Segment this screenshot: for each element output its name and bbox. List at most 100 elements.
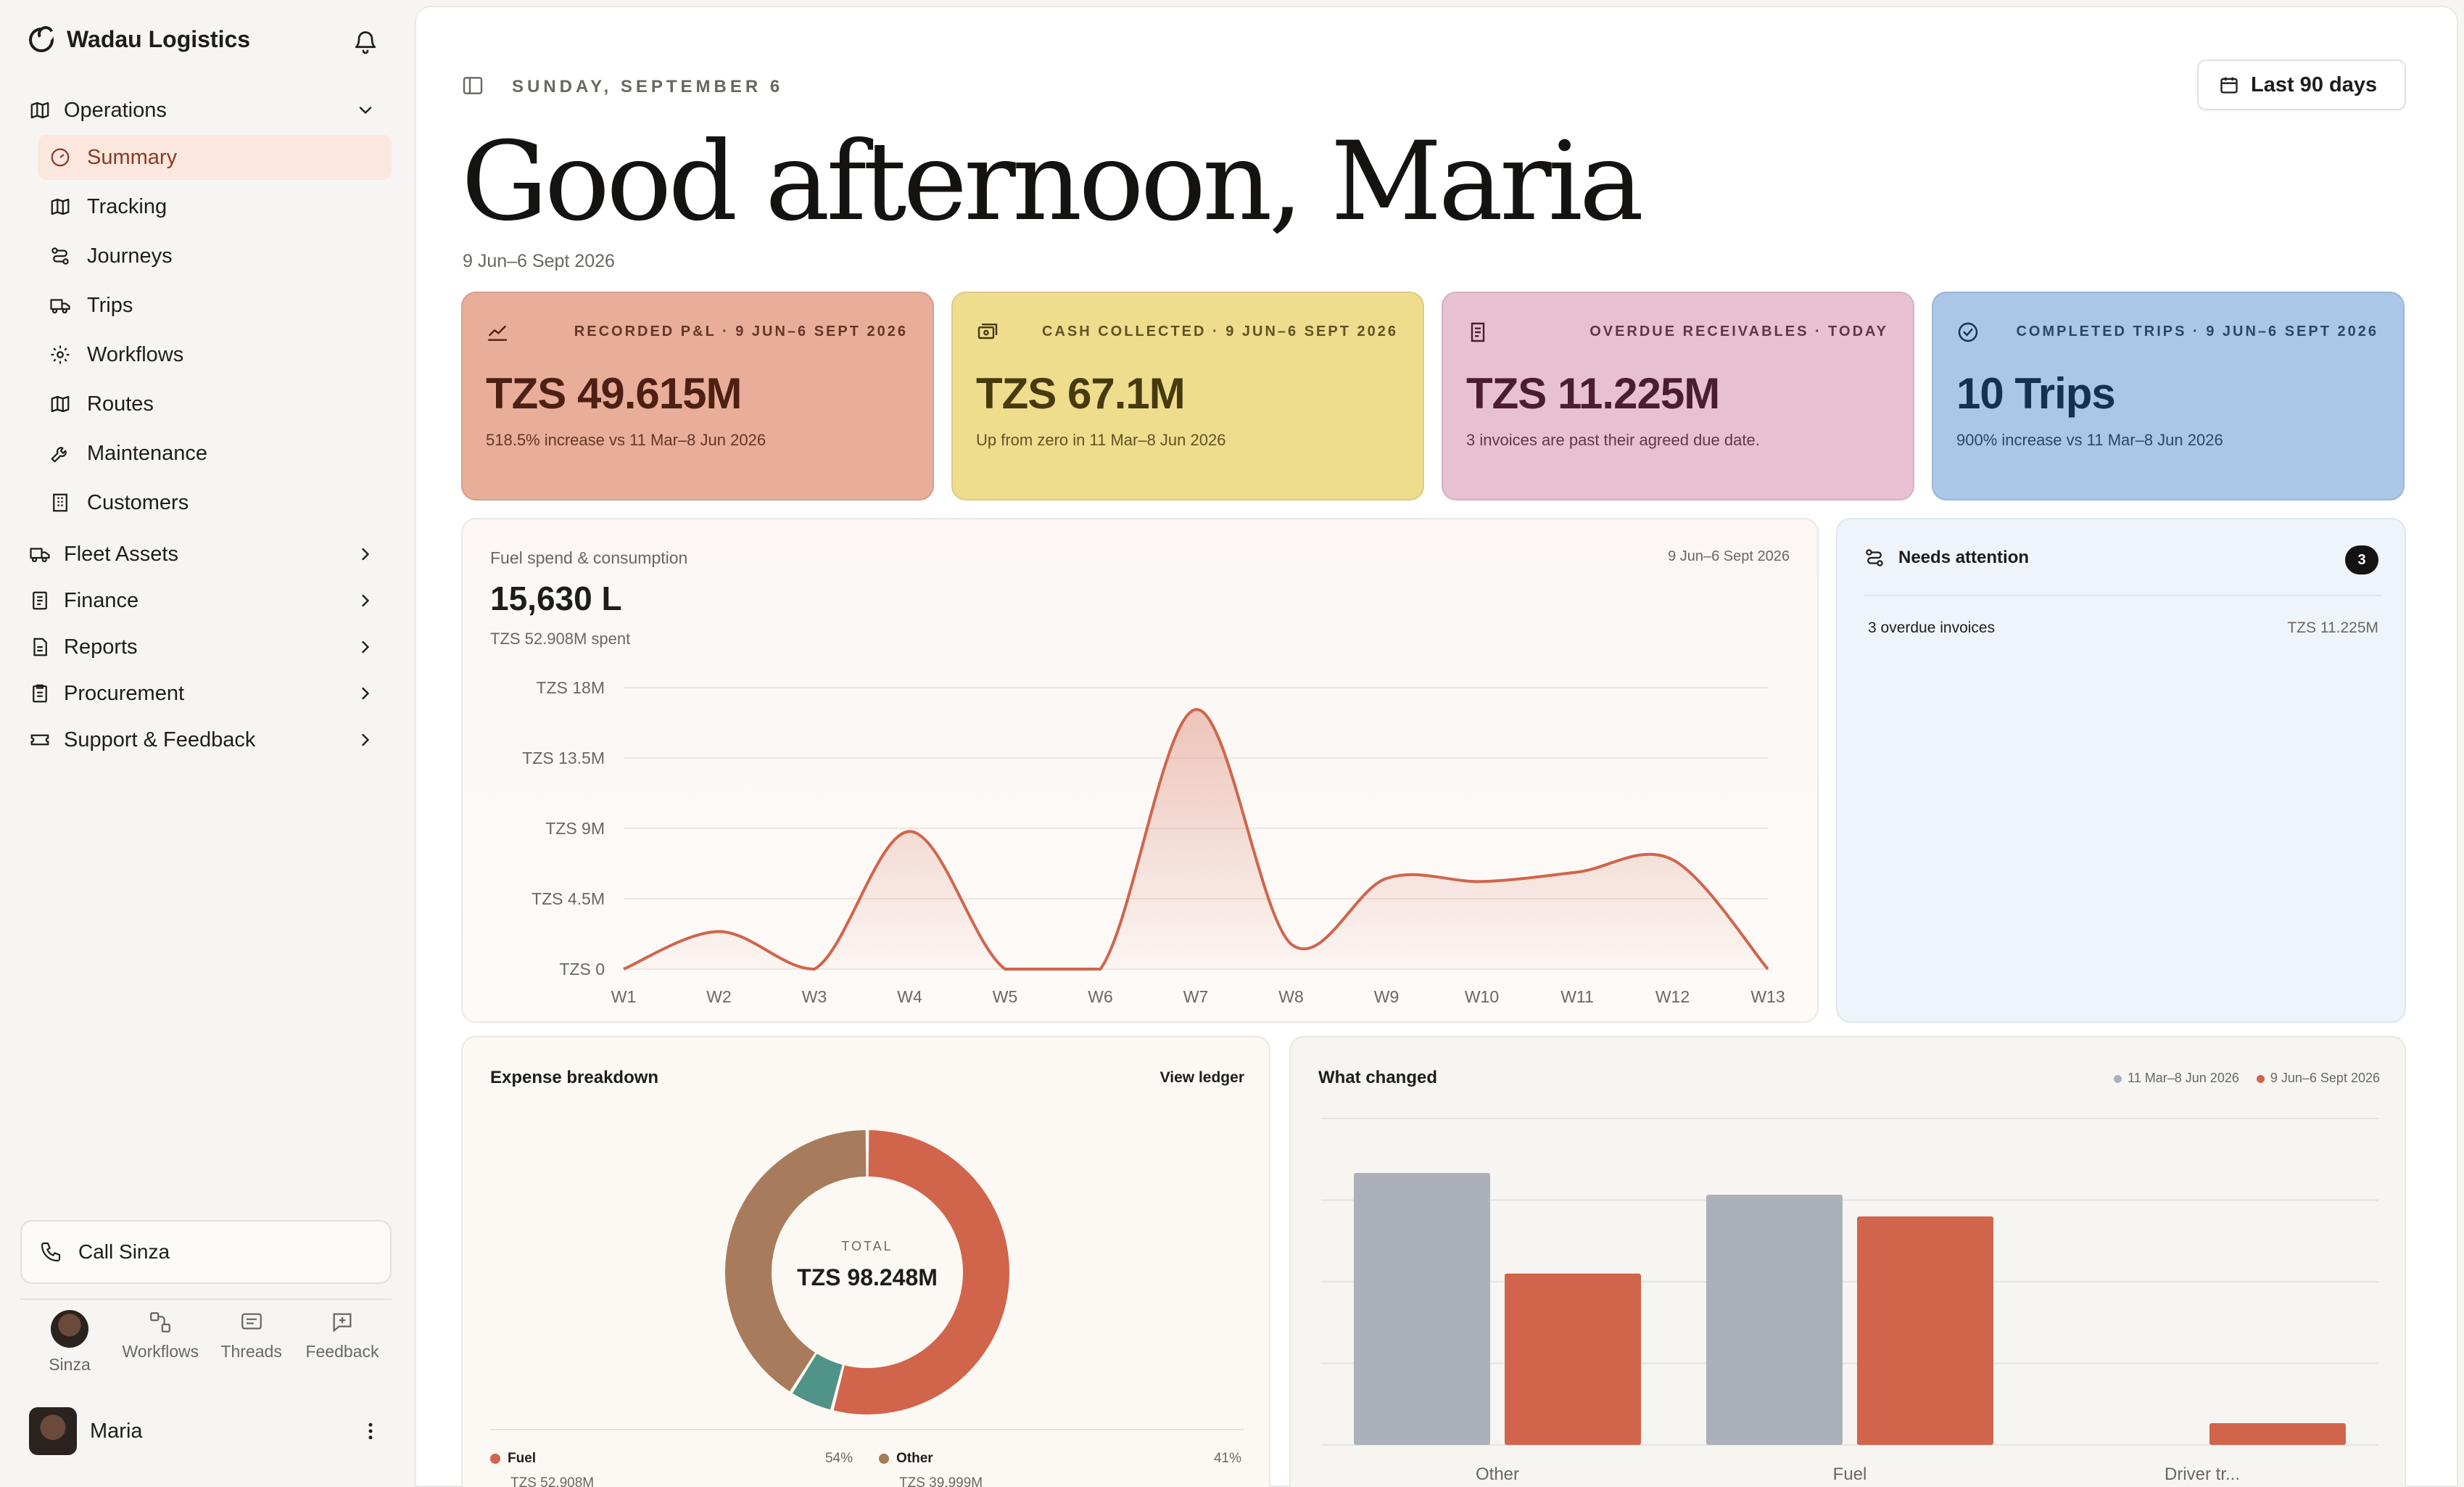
date-range-button[interactable]: Last 90 days — [2197, 59, 2406, 110]
dock-item-threads[interactable]: Threads — [208, 1306, 295, 1385]
call-sinza-button[interactable]: Call Sinza — [20, 1220, 392, 1284]
nav-group-fleet-assets[interactable]: Fleet Assets — [29, 534, 384, 574]
kpi-value: TZS 49.615M — [486, 369, 742, 418]
map-icon — [30, 102, 49, 119]
dock-item-workflows[interactable]: Workflows — [117, 1306, 204, 1385]
brand[interactable]: Wadau Logistics — [29, 26, 250, 53]
dock-item-feedback[interactable]: Feedback — [299, 1306, 386, 1385]
bar-driver-tr--curr — [2209, 1423, 2346, 1445]
bar-fuel-curr — [1857, 1216, 1993, 1445]
fuel-value: 15,630 L — [490, 580, 622, 617]
x-tick-label: W4 — [897, 987, 922, 1006]
nav-group-label: Support & Feedback — [64, 728, 256, 751]
call-label: Call Sinza — [78, 1240, 170, 1263]
legend-name: Other — [896, 1451, 933, 1466]
view-ledger-link[interactable]: View ledger — [1159, 1069, 1244, 1086]
sidebar-item-tracking[interactable]: Tracking — [38, 184, 392, 229]
sidebar-toggle-icon[interactable] — [461, 74, 484, 97]
x-tick-label: W2 — [706, 987, 732, 1006]
kpi-note: 900% increase vs 11 Mar–8 Jun 2026 — [1956, 431, 2223, 449]
attention-row-label: 3 overdue invoices — [1868, 619, 1996, 636]
kpi-card-trips[interactable]: COMPLETED TRIPS · 9 JUN–6 SEPT 2026 10 T… — [1932, 292, 2405, 501]
divider — [20, 1298, 392, 1300]
chevron-right-icon — [362, 733, 370, 746]
x-tick-label: W12 — [1655, 987, 1690, 1006]
legend-item-curr: 9 Jun–6 Sept 2026 — [2256, 1071, 2380, 1086]
fuel-area-chart[interactable]: TZS 0 TZS 4.5M TZS 9M TZS 13.5M TZS 18M W1 W2 W… — [463, 519, 1820, 1024]
x-tick-label: W10 — [1465, 987, 1499, 1006]
feedback-icon — [333, 1313, 352, 1332]
fuel-title: Fuel spend & consumption — [490, 548, 688, 567]
kebab-menu-icon[interactable] — [360, 1420, 381, 1442]
nav-group-label: Finance — [64, 588, 139, 612]
kpi-card-cash[interactable]: CASH COLLECTED · 9 JUN–6 SEPT 2026 TZS 6… — [951, 292, 1424, 501]
sidebar-item-routes[interactable]: Routes — [38, 382, 392, 427]
donut-slice-fuel — [833, 1130, 1009, 1414]
y-tick-label: TZS 18M — [536, 678, 605, 697]
sidebar-item-journeys[interactable]: Journeys — [38, 234, 392, 279]
bell-icon[interactable] — [352, 29, 379, 55]
legend-amount: TZS 52.908M — [510, 1475, 595, 1487]
dock-label: Sinza — [49, 1355, 91, 1374]
fuel-chart-card: Fuel spend & consumption 9 Jun–6 Sept 20… — [461, 518, 1819, 1023]
threads-icon — [241, 1313, 262, 1330]
check-circle-icon — [1958, 322, 1978, 342]
sidebar-item-label: Tracking — [87, 194, 168, 218]
nav-group-finance[interactable]: Finance — [29, 580, 384, 621]
building-icon — [53, 493, 67, 512]
sidebar-item-label: Journeys — [87, 244, 173, 268]
legend-pct: 54% — [824, 1451, 853, 1466]
legend-name: Fuel — [508, 1451, 537, 1466]
kpi-value: 10 Trips — [1956, 369, 2116, 418]
y-tick-label: TZS 4.5M — [532, 889, 605, 908]
attention-row[interactable]: 3 overdue invoices TZS 11.225M — [1868, 619, 2378, 637]
receipt-icon — [1471, 322, 1485, 342]
changes-bar-chart[interactable]: Other Fuel Driver tr... — [1291, 1037, 2407, 1487]
sidebar-item-workflows[interactable]: Workflows — [38, 332, 392, 377]
attention-title: Needs attention — [1898, 548, 2030, 567]
sidebar-item-maintenance[interactable]: Maintenance — [38, 431, 392, 476]
kpi-label: COMPLETED TRIPS · 9 JUN–6 SEPT 2026 — [2016, 324, 2378, 339]
sidebar-item-customers[interactable]: Customers — [38, 480, 392, 525]
gauge-icon — [51, 148, 70, 167]
legend-item-other: Other 41% — [879, 1451, 1241, 1467]
sidebar-item-summary[interactable]: Summary — [38, 135, 392, 180]
nav-group-procurement[interactable]: Procurement — [29, 673, 384, 714]
divider — [490, 1429, 1244, 1430]
sidebar-item-label: Maintenance — [87, 441, 208, 465]
ledger-icon — [33, 591, 47, 610]
sidebar: Wadau Logistics Operations Summary Track… — [0, 0, 413, 1487]
ticket-icon — [30, 734, 49, 746]
map-icon — [51, 395, 70, 413]
x-tick-label: W6 — [1088, 987, 1113, 1006]
donut-slice-unlabeled — [792, 1354, 843, 1410]
kpi-note: 3 invoices are past their agreed due dat… — [1466, 431, 1760, 449]
nav-group-reports[interactable]: Reports — [29, 627, 384, 667]
cash-icon — [977, 324, 998, 339]
fuel-date: 9 Jun–6 Sept 2026 — [1668, 548, 1790, 564]
x-tick-label: Driver tr... — [2165, 1465, 2240, 1484]
main-content: SUNDAY, SEPTEMBER 6 Last 90 days Good af… — [415, 6, 2458, 1487]
sidebar-item-trips[interactable]: Trips — [38, 283, 392, 328]
user-name: Maria — [90, 1419, 143, 1443]
user-menu[interactable]: Maria — [29, 1406, 384, 1457]
attention-header: Needs attention — [1864, 547, 2029, 569]
chevron-down-icon — [359, 107, 372, 115]
kpi-card-pl[interactable]: RECORDED P&L · 9 JUN–6 SEPT 2026 TZS 49.… — [461, 292, 934, 501]
date-line: SUNDAY, SEPTEMBER 6 — [512, 77, 784, 96]
trend-icon — [487, 325, 508, 341]
expense-donut-chart[interactable]: TOTAL TZS 98.248M — [463, 1037, 1272, 1487]
brand-name: Wadau Logistics — [67, 26, 251, 52]
nav-group-support-feedback[interactable]: Support & Feedback — [29, 720, 384, 760]
kpi-label: RECORDED P&L · 9 JUN–6 SEPT 2026 — [574, 324, 908, 339]
kpi-card-overdue[interactable]: OVERDUE RECEIVABLES · TODAY TZS 11.225M … — [1442, 292, 1914, 501]
x-tick-label: W11 — [1560, 987, 1594, 1006]
dock-item-sinza[interactable]: Sinza — [26, 1306, 113, 1385]
brand-logo-icon — [29, 27, 54, 52]
date-range-label: Last 90 days — [2251, 73, 2378, 96]
gear-icon — [51, 345, 70, 364]
fuel-series-line — [623, 708, 1769, 971]
chevron-right-icon — [362, 687, 370, 700]
nav-group-operations[interactable]: Operations — [29, 90, 384, 131]
bar-other-prev — [1354, 1173, 1490, 1445]
